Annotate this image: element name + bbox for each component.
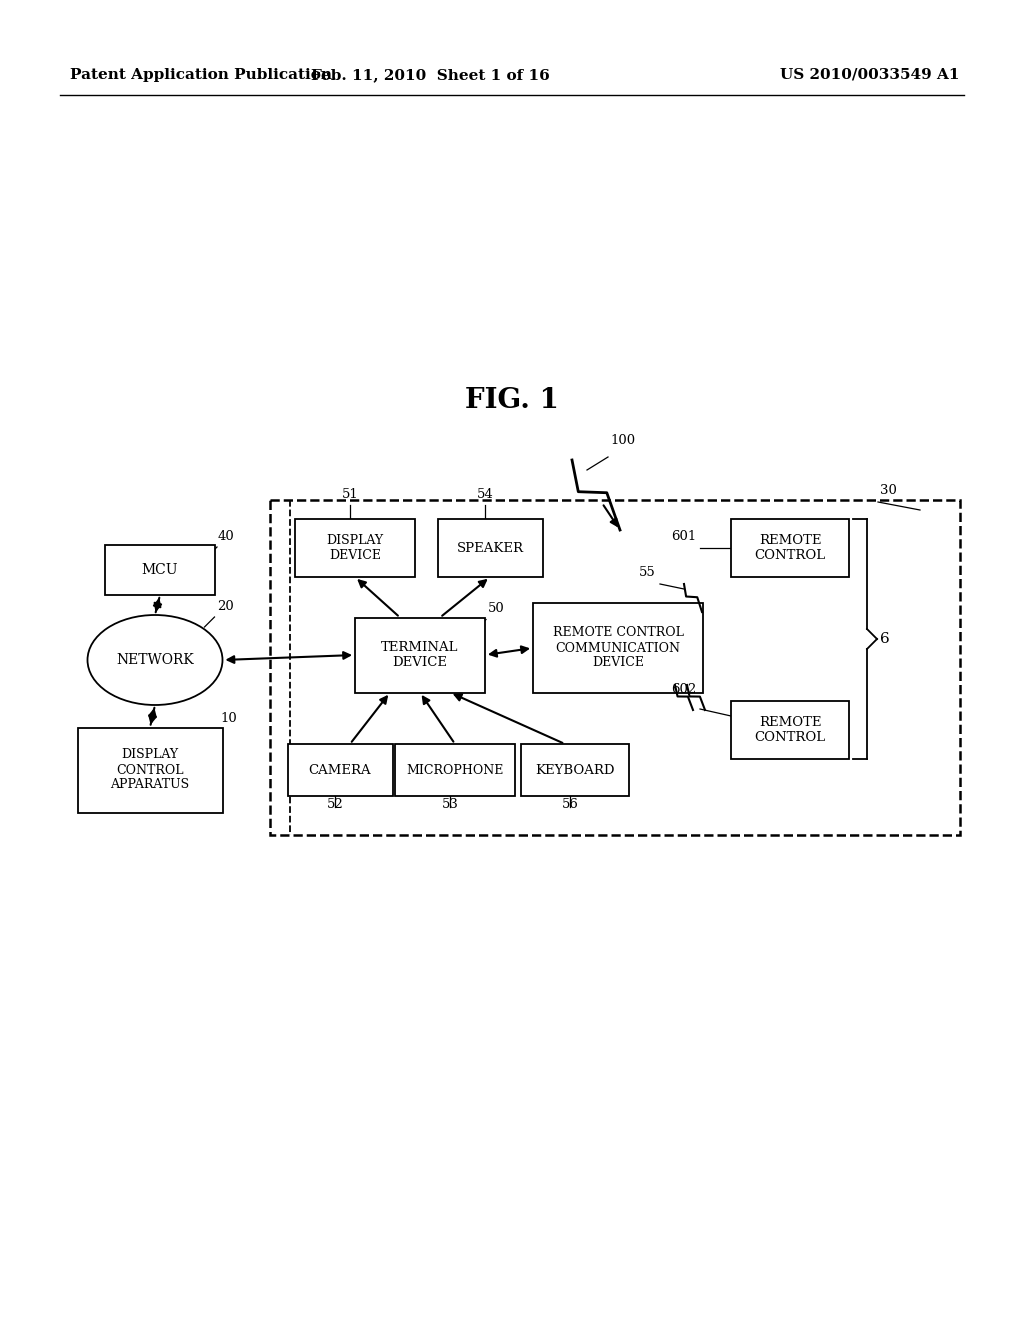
FancyBboxPatch shape (521, 744, 629, 796)
Text: 20: 20 (217, 601, 234, 612)
Text: Patent Application Publication: Patent Application Publication (70, 69, 332, 82)
FancyBboxPatch shape (78, 727, 222, 813)
Text: 55: 55 (639, 566, 656, 579)
Text: FIG. 1: FIG. 1 (465, 387, 559, 413)
Ellipse shape (87, 615, 222, 705)
FancyBboxPatch shape (437, 519, 543, 577)
Text: 53: 53 (441, 799, 459, 810)
Text: REMOTE CONTROL
COMMUNICATION
DEVICE: REMOTE CONTROL COMMUNICATION DEVICE (553, 627, 683, 669)
Text: 54: 54 (476, 488, 494, 502)
Text: CAMERA: CAMERA (308, 763, 372, 776)
Text: MCU: MCU (141, 564, 178, 577)
FancyBboxPatch shape (731, 519, 849, 577)
Text: 51: 51 (342, 488, 358, 502)
Text: 10: 10 (220, 713, 238, 726)
Text: 40: 40 (218, 531, 234, 543)
Text: SPEAKER: SPEAKER (457, 541, 523, 554)
Text: REMOTE
CONTROL: REMOTE CONTROL (755, 715, 825, 744)
Text: TERMINAL
DEVICE: TERMINAL DEVICE (381, 642, 459, 669)
Text: 52: 52 (327, 799, 343, 810)
Text: US 2010/0033549 A1: US 2010/0033549 A1 (780, 69, 961, 82)
Text: KEYBOARD: KEYBOARD (536, 763, 614, 776)
Text: NETWORK: NETWORK (116, 653, 194, 667)
Text: DISPLAY
CONTROL
APPARATUS: DISPLAY CONTROL APPARATUS (111, 748, 189, 792)
Text: 30: 30 (880, 484, 897, 498)
Text: 6: 6 (880, 632, 890, 645)
Text: REMOTE
CONTROL: REMOTE CONTROL (755, 535, 825, 562)
FancyBboxPatch shape (288, 744, 392, 796)
FancyBboxPatch shape (355, 618, 485, 693)
Text: Feb. 11, 2010  Sheet 1 of 16: Feb. 11, 2010 Sheet 1 of 16 (310, 69, 549, 82)
Text: 100: 100 (610, 434, 635, 447)
Text: MICROPHONE: MICROPHONE (407, 763, 504, 776)
Bar (270, 500, 961, 836)
FancyBboxPatch shape (534, 603, 703, 693)
Text: DISPLAY
DEVICE: DISPLAY DEVICE (327, 535, 384, 562)
Text: 602: 602 (671, 682, 696, 696)
Text: 601: 601 (671, 531, 696, 543)
Text: 56: 56 (561, 799, 579, 810)
FancyBboxPatch shape (731, 701, 849, 759)
Text: 50: 50 (488, 602, 505, 615)
FancyBboxPatch shape (105, 545, 215, 595)
FancyBboxPatch shape (395, 744, 515, 796)
FancyBboxPatch shape (295, 519, 415, 577)
